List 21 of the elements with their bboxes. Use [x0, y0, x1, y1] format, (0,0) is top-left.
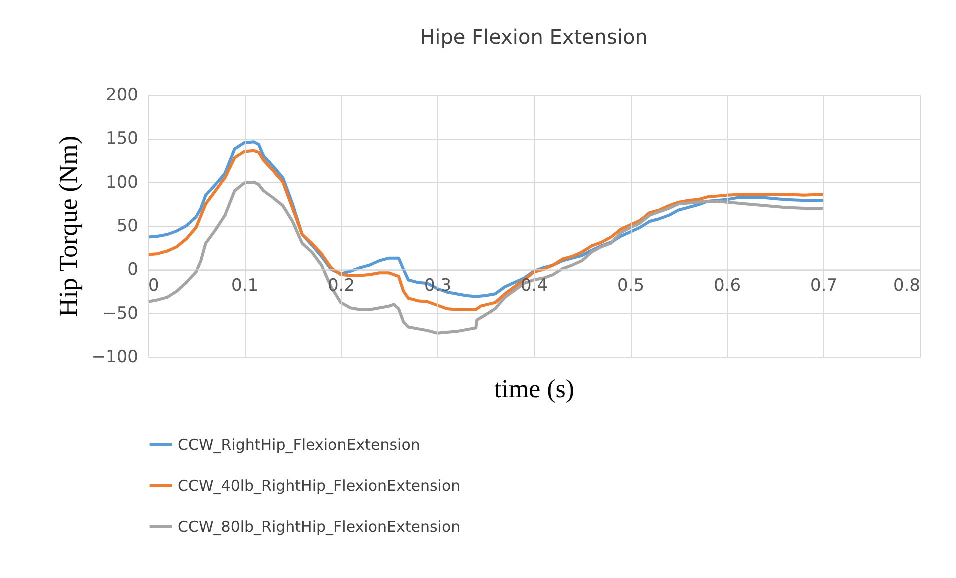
legend-label: CCW_80lb_RightHip_FlexionExtension [178, 518, 461, 536]
chart-title: Hipe Flexion Extension [420, 25, 648, 49]
x-tick-label: 0.1 [231, 276, 259, 296]
x-tick-label: 0.2 [328, 276, 356, 296]
x-tick-label: 0.6 [714, 276, 742, 296]
x-tick-label: 0.4 [520, 276, 548, 296]
y-tick-label: −50 [102, 304, 138, 324]
x-axis-title: time (s) [494, 374, 575, 404]
y-tick-label: 50 [116, 216, 138, 236]
legend-label: CCW_40lb_RightHip_FlexionExtension [178, 477, 461, 495]
x-tick-label: 0 [148, 276, 160, 296]
y-tick-label: 200 [106, 86, 138, 106]
y-tick-label: −100 [92, 348, 138, 368]
legend-label: CCW_RightHip_FlexionExtension [178, 436, 420, 454]
x-tick-label: 0.8 [893, 276, 920, 296]
x-tick-label: 0.5 [617, 276, 645, 296]
x-tick-label: 0.7 [810, 276, 838, 296]
y-tick-label: 0 [128, 260, 138, 280]
y-tick-label: 150 [106, 129, 138, 150]
y-tick-label: 100 [106, 172, 138, 193]
y-axis-title: Hip Torque (Nm) [54, 136, 83, 318]
